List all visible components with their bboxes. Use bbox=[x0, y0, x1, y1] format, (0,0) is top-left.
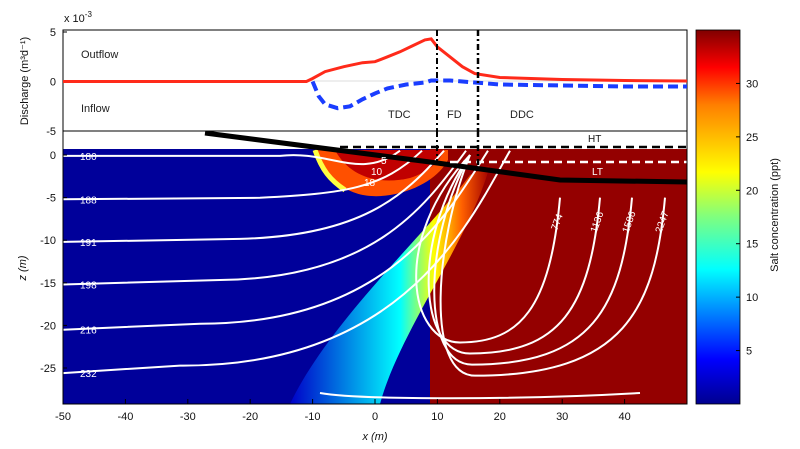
colorbar-tick-label: 25 bbox=[746, 132, 758, 144]
fresh-streamline bbox=[63, 149, 423, 201]
salinity-x-ticks: -50 -40 -30 -20 -10 0 10 20 30 40 bbox=[55, 399, 631, 423]
fresh-contour-label: 188 bbox=[80, 195, 97, 206]
colorbar-tick-label: 20 bbox=[746, 185, 758, 197]
ddc-label: DDC bbox=[510, 109, 534, 121]
z-tick-label: -5 bbox=[46, 193, 56, 205]
fresh-contour-label: 180 bbox=[80, 152, 97, 163]
colorbar-tick-label: 30 bbox=[746, 78, 758, 90]
fresh-contour-label: 232 bbox=[80, 369, 97, 380]
x-tick-label: -30 bbox=[180, 411, 196, 423]
z-tick-label: -10 bbox=[40, 235, 56, 247]
colorbar-tick-label: 5 bbox=[746, 346, 752, 358]
salt-contour-label: 18 bbox=[364, 178, 376, 189]
x-tick-label: -10 bbox=[305, 411, 321, 423]
fresh-streamlines bbox=[63, 149, 641, 400]
x-tick-label: -40 bbox=[117, 411, 133, 423]
fresh-contour-label: 216 bbox=[80, 326, 97, 337]
fresh-streamline bbox=[63, 150, 467, 286]
mixing-zone-plume bbox=[290, 165, 490, 404]
discharge-panel: 5 0 -5 x 10-3 Discharge (m³d⁻¹) Outflow In… bbox=[19, 10, 688, 138]
z-axis-label: z (m) bbox=[17, 255, 29, 281]
upper-salt-wedge-core bbox=[335, 150, 444, 181]
upper-salt-wedge-edge bbox=[312, 149, 347, 193]
recirculation-streamline bbox=[439, 154, 666, 377]
discharge-y-tick-label: 5 bbox=[50, 27, 56, 39]
recirculation-streamline bbox=[433, 154, 633, 366]
z-tick-label: 0 bbox=[50, 150, 56, 162]
x-tick-label: 0 bbox=[372, 411, 378, 423]
fresh-streamline bbox=[63, 150, 489, 331]
x-tick-label: 20 bbox=[494, 411, 506, 423]
colorbar-label: Salt concentration (ppt) bbox=[769, 158, 781, 272]
discharge-y-tick-label: 0 bbox=[50, 77, 56, 89]
discharge-y-tick-label: -5 bbox=[46, 126, 56, 138]
beach-surface bbox=[204, 130, 688, 185]
x-tick-label: 10 bbox=[431, 411, 443, 423]
x-tick-label: 40 bbox=[618, 411, 630, 423]
discharge-series bbox=[63, 37, 688, 111]
z-tick-label: -20 bbox=[40, 320, 56, 332]
fresh-contour-label: 198 bbox=[80, 281, 97, 292]
fresh-streamline bbox=[319, 392, 641, 400]
tdc-label: TDC bbox=[388, 109, 411, 121]
colorbar-tick-label: 15 bbox=[746, 239, 758, 251]
recirculation-streamlines bbox=[415, 154, 666, 377]
colorbar-ticks: 30 25 20 15 10 5 bbox=[736, 78, 758, 358]
salinity-y-ticks: 0 -5 -10 -15 -20 -25 bbox=[40, 150, 67, 375]
outflow-line bbox=[63, 37, 688, 83]
discharge-y-label: Discharge (m³d⁻¹) bbox=[19, 37, 31, 125]
fresh-streamline bbox=[63, 150, 511, 375]
colorbar-tick-label: 10 bbox=[746, 292, 758, 304]
x-axis-label: x (m) bbox=[361, 431, 387, 443]
high-tide-label: HT bbox=[588, 134, 601, 145]
x-tick-label: -20 bbox=[242, 411, 258, 423]
salinity-panel: HT LT 0 -5 -10 -15 -20 -25 -50 -40 -30 -20 -10 0 10… bbox=[17, 130, 688, 443]
fresh-streamline bbox=[63, 150, 445, 243]
low-tide-label: LT bbox=[592, 167, 603, 178]
z-tick-label: -15 bbox=[40, 278, 56, 290]
colorbar-gradient bbox=[695, 29, 741, 405]
colorbar: 30 25 20 15 10 5 Salt concentration (ppt) bbox=[695, 29, 781, 405]
x-tick-label: -50 bbox=[55, 411, 71, 423]
x-tick-label: 30 bbox=[556, 411, 568, 423]
inflow-line bbox=[310, 78, 687, 111]
fd-label: FD bbox=[447, 109, 462, 121]
inflow-label: Inflow bbox=[81, 103, 110, 115]
fresh-streamline bbox=[63, 149, 401, 166]
recirculation-streamline bbox=[415, 154, 561, 344]
fresh-contour-label: 191 bbox=[80, 238, 97, 249]
discharge-exponent: x 10-3 bbox=[64, 10, 92, 25]
salt-contour-label: 10 bbox=[371, 167, 383, 178]
outflow-label: Outflow bbox=[81, 49, 118, 61]
recirculation-contour-label: 774 bbox=[550, 212, 566, 232]
salt-contour-label: 5 bbox=[381, 156, 387, 167]
z-tick-label: -25 bbox=[40, 363, 56, 375]
recirculation-streamline bbox=[427, 154, 601, 355]
